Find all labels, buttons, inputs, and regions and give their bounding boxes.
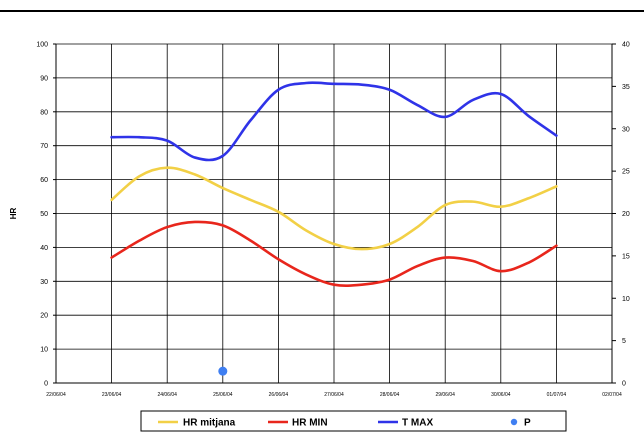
y2-tick-label: 25 bbox=[622, 169, 630, 176]
y-axis-label: HR bbox=[9, 208, 18, 220]
y2-tick-label: 35 bbox=[622, 84, 630, 91]
x-tick-label: 24/06/04 bbox=[157, 392, 177, 398]
x-tick-label: 26/06/04 bbox=[269, 392, 289, 398]
y-tick-label: 90 bbox=[40, 75, 48, 82]
x-tick-label: 30/06/04 bbox=[491, 392, 511, 398]
legend-label-t-max: T MAX bbox=[402, 418, 433, 429]
y-tick-label: 100 bbox=[36, 42, 48, 49]
series-hr-mitjana-line bbox=[110, 166, 558, 251]
series-p-point bbox=[218, 366, 228, 376]
y-tick-label: 40 bbox=[40, 245, 48, 252]
y2-tick-label: 10 bbox=[622, 296, 630, 303]
legend-box bbox=[140, 410, 567, 432]
y2-tick-label: 30 bbox=[622, 126, 630, 133]
y2-tick-label: 40 bbox=[622, 42, 630, 49]
y-tick-label: 80 bbox=[40, 109, 48, 116]
x-tick-label: 23/06/04 bbox=[102, 392, 122, 398]
y-tick-label: 0 bbox=[44, 381, 48, 388]
x-tick-label: 29/06/04 bbox=[435, 392, 455, 398]
legend-label-p: P bbox=[524, 418, 531, 429]
y2-tick-label: 0 bbox=[622, 381, 626, 388]
y-tick-label: 30 bbox=[40, 279, 48, 286]
y-tick-label: 70 bbox=[40, 143, 48, 150]
x-tick-label: 22/06/04 bbox=[46, 392, 66, 398]
y-tick-label: 20 bbox=[40, 313, 48, 320]
y-tick-label: 10 bbox=[40, 347, 48, 354]
x-tick-label: 02/07/04 bbox=[602, 392, 622, 398]
legend-label-hr-min: HR MIN bbox=[292, 418, 328, 429]
x-tick-label: 28/06/04 bbox=[380, 392, 400, 398]
y2-tick-label: 20 bbox=[622, 211, 630, 218]
series-t-max-line bbox=[110, 81, 558, 162]
x-tick-label: 01/07/04 bbox=[547, 392, 567, 398]
y2-tick-label: 5 bbox=[622, 338, 626, 345]
legend-swatch-p bbox=[510, 418, 518, 426]
y2-tick-label: 15 bbox=[622, 253, 630, 260]
y-tick-label: 50 bbox=[40, 211, 48, 218]
y-tick-label: 60 bbox=[40, 177, 48, 184]
x-tick-label: 25/06/04 bbox=[213, 392, 233, 398]
legend-label-hr-mitjana: HR mitjana bbox=[183, 418, 236, 429]
series-hr-min-line bbox=[110, 220, 558, 287]
x-tick-label: 27/06/04 bbox=[324, 392, 344, 398]
